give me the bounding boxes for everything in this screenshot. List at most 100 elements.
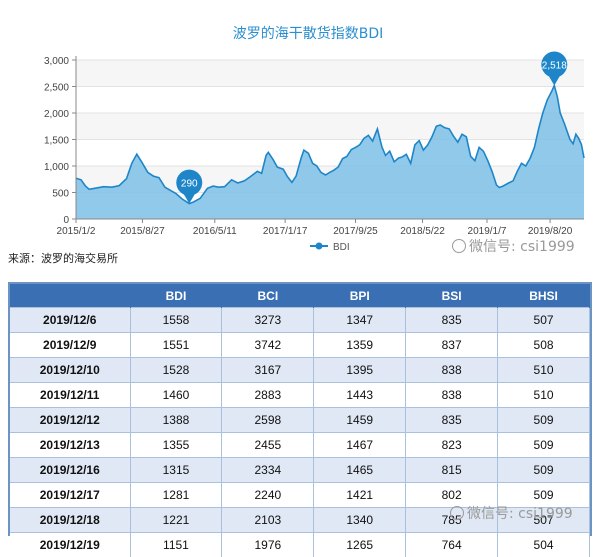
value-cell: 1443 [314,383,406,408]
value-cell: 1465 [314,458,406,483]
plot-area [76,86,584,220]
table-header-row: BDI BCI BPI BSI BHSI [10,284,590,308]
date-cell: 2019/12/17 [10,483,130,508]
value-cell: 3742 [222,333,314,358]
value-cell: 815 [406,458,498,483]
header-cell: BDI [130,284,222,308]
y-tick-label: 1,500 [44,136,69,147]
callout-label: 2,518 [542,61,567,72]
value-cell: 2240 [222,483,314,508]
value-cell: 1421 [314,483,406,508]
date-cell: 2019/12/19 [10,533,130,557]
y-tick-label: 0 [63,215,69,226]
value-cell: 1395 [314,358,406,383]
header-cell: BPI [314,284,406,308]
value-cell: 509 [498,433,590,458]
value-cell: 1355 [130,433,222,458]
value-cell: 504 [498,533,590,557]
x-tick-label: 2015/1/2 [57,226,96,237]
header-cell: BHSI [498,284,590,308]
x-tick-label: 2017/1/17 [263,226,308,237]
date-cell: 2019/12/6 [10,308,130,333]
y-tick-label: 1,000 [44,162,69,173]
header-cell: BSI [406,284,498,308]
value-cell: 3273 [222,308,314,333]
watermark-text: 微信号: csi1999 [469,239,575,255]
value-cell: 509 [498,408,590,433]
value-cell: 1467 [314,433,406,458]
date-cell: 2019/12/9 [10,333,130,358]
watermark-top: 微信号: csi1999 [452,236,575,256]
value-cell: 835 [406,308,498,333]
value-cell: 1281 [130,483,222,508]
value-cell: 509 [498,458,590,483]
x-tick-label: 2015/8/27 [120,226,165,237]
date-cell: 2019/12/12 [10,408,130,433]
value-cell: 1551 [130,333,222,358]
chart-title: 波罗的海干散货指数BDI [233,25,384,42]
value-cell: 764 [406,533,498,557]
value-cell: 510 [498,383,590,408]
value-cell: 1388 [130,408,222,433]
value-cell: 1265 [314,533,406,557]
date-cell: 2019/12/16 [10,458,130,483]
grid-band [76,113,584,140]
legend: BDI [310,242,350,253]
value-cell: 823 [406,433,498,458]
grid-band [76,60,584,87]
value-cell: 1340 [314,508,406,533]
value-cell: 507 [498,308,590,333]
value-cell: 838 [406,383,498,408]
value-cell: 1315 [130,458,222,483]
value-cell: 3167 [222,358,314,383]
y-tick-label: 2,000 [44,109,69,120]
value-cell: 1359 [314,333,406,358]
value-cell: 2883 [222,383,314,408]
header-cell: BCI [222,284,314,308]
value-cell: 835 [406,408,498,433]
value-cell: 1558 [130,308,222,333]
watermark-bottom: 微信号: csi1999 [450,503,573,523]
value-cell: 838 [406,358,498,383]
value-cell: 2598 [222,408,314,433]
value-cell: 1151 [130,533,222,557]
x-tick-label: 2016/5/11 [193,226,237,237]
date-cell: 2019/12/13 [10,433,130,458]
date-cell: 2019/12/10 [10,358,130,383]
wechat-icon [452,239,466,253]
callout-label: 290 [181,179,198,190]
value-cell: 1528 [130,358,222,383]
value-cell: 1347 [314,308,406,333]
watermark-text: 微信号: csi1999 [467,506,573,522]
value-cell: 508 [498,333,590,358]
wechat-icon [450,506,464,520]
y-tick-label: 2,500 [44,83,69,94]
value-cell: 510 [498,358,590,383]
y-tick-label: 500 [52,189,69,200]
legend-marker [316,243,323,250]
value-cell: 2103 [222,508,314,533]
bdi-area [76,86,584,220]
value-cell: 1976 [222,533,314,557]
value-cell: 1459 [314,408,406,433]
source-note: 来源：波罗的海交易所 [8,250,118,266]
value-cell: 2455 [222,433,314,458]
date-cell: 2019/12/18 [10,508,130,533]
x-tick-label: 2018/5/22 [400,226,445,237]
value-cell: 837 [406,333,498,358]
value-cell: 1460 [130,383,222,408]
bdi-chart: 波罗的海干散货指数BDI 05001,0001,5002,0002,5003,0… [0,0,600,270]
legend-label: BDI [333,242,350,253]
value-cell: 2334 [222,458,314,483]
